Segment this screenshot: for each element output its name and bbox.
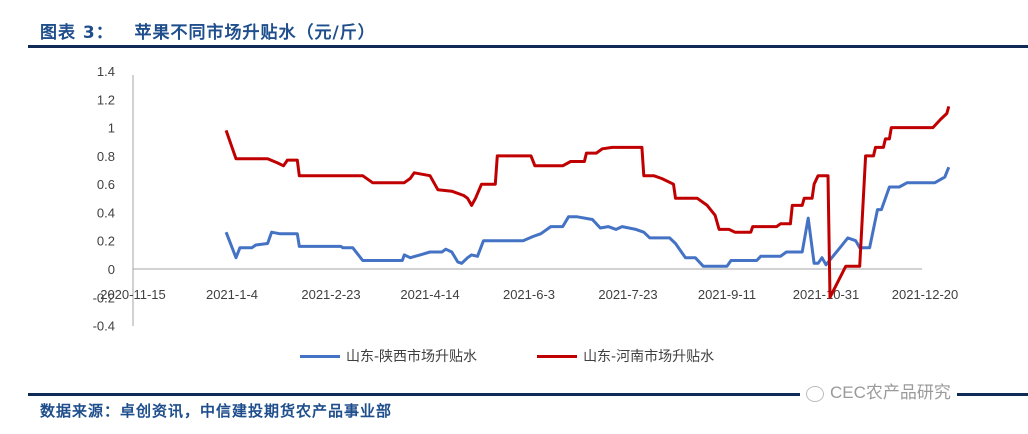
x-tick-label: 2020-11-15 <box>100 287 166 302</box>
x-tick-label: 2021-4-14 <box>400 287 459 302</box>
y-tick-label: -0.4 <box>93 319 115 334</box>
x-tick-label: 2021-9-11 <box>698 287 756 302</box>
legend-item-henan: 山东-河南市场升贴水 <box>537 346 714 366</box>
series-line <box>224 166 951 268</box>
data-source: 数据来源：卓创资讯，中信建投期货农产品事业部 <box>40 402 393 420</box>
legend-label: 山东-河南市场升贴水 <box>583 349 715 365</box>
series-lines <box>224 105 951 299</box>
x-tick-label: 2021-7-23 <box>598 287 657 302</box>
y-tick-label: 0.8 <box>97 149 115 164</box>
x-axis-ticks: 2020-11-15 2021-1-4 2021-2-23 2021-4-14 2021… <box>100 287 958 302</box>
y-axis-ticks: 1.4 1.2 1 0.8 0.6 0.4 0.2 0 -0.2 -0.4 <box>93 64 115 334</box>
series-line <box>224 105 951 299</box>
x-tick-label: 2021-12-20 <box>892 287 959 302</box>
watermark: CEC农产品研究 <box>800 378 957 403</box>
x-tick-label: 2021-1-4 <box>206 287 258 302</box>
y-tick-label: 0.6 <box>97 177 115 192</box>
x-tick-label: 2021-6-3 <box>503 287 555 302</box>
y-tick-label: 1.2 <box>97 92 115 107</box>
y-tick-label: -0.2 <box>93 290 115 305</box>
y-tick-label: 0.2 <box>97 234 115 249</box>
figure-title: 图表 3： 苹果不同市场升贴水（元/斤） <box>40 23 376 43</box>
y-tick-label: 1 <box>108 121 115 136</box>
title-rule <box>28 45 1028 48</box>
y-tick-label: 0.4 <box>97 205 115 220</box>
x-tick-label: 2021-2-23 <box>301 287 360 302</box>
chart-legend: 山东-陕西市场升贴水 山东-河南市场升贴水 <box>300 346 714 366</box>
legend-item-shaanxi: 山东-陕西市场升贴水 <box>300 346 477 366</box>
y-tick-label: 0 <box>108 262 115 277</box>
legend-swatch-red <box>537 354 578 358</box>
x-tick-label: 2021-10-31 <box>793 287 860 302</box>
wechat-icon <box>806 385 824 402</box>
legend-swatch-blue <box>300 354 340 358</box>
footer-rule <box>28 393 1028 396</box>
legend-label: 山东-陕西市场升贴水 <box>346 349 478 365</box>
y-tick-label: 1.4 <box>97 64 115 79</box>
